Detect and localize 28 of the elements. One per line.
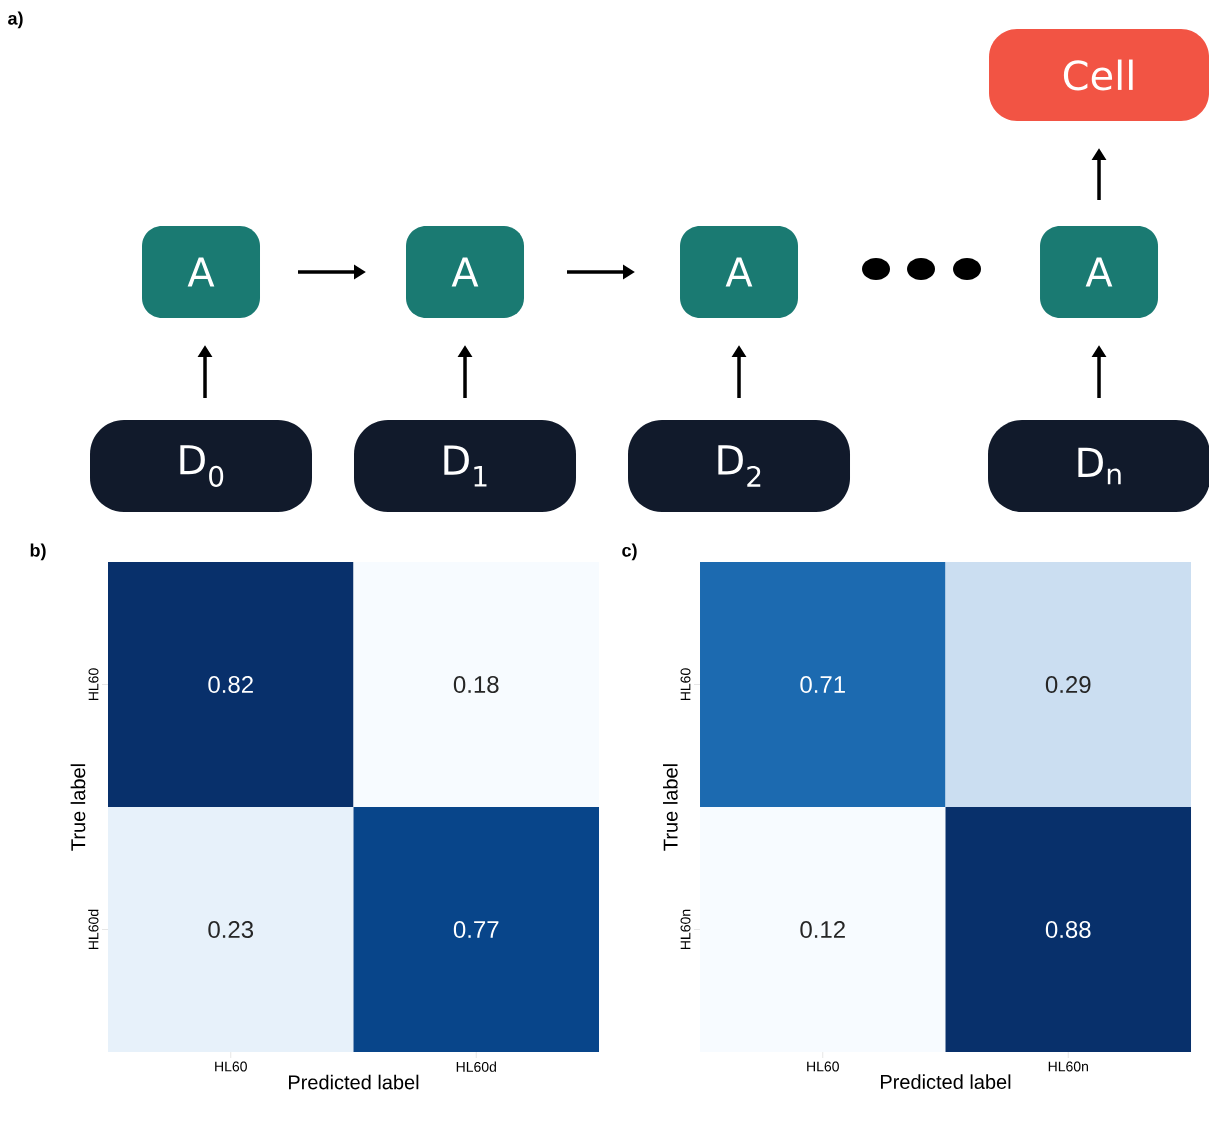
x-tick-label: HL60 [215,1061,247,1072]
data-label: 0.88 [1045,921,1091,939]
text: A [451,257,479,287]
text: A [1085,257,1113,287]
chart-title: b) [30,543,46,561]
x-axis-title: Predicted label [289,1074,419,1090]
text: A [725,257,753,287]
data-label: 0.18 [453,676,499,694]
text: A [187,257,215,287]
data-label: 0.82 [208,676,253,694]
x-tick-label: HL60d [456,1061,496,1072]
x-axis-title: Predicted label [881,1074,1011,1090]
data-label: 0.23 [208,921,254,939]
text: a) [8,11,23,29]
y-axis-title: True label [70,764,86,851]
x-tick-label: HL60 [807,1061,839,1072]
data-label: 0.71 [800,676,845,694]
text: D$_{2}$ [718,445,761,487]
y-axis-title: True label [663,764,678,851]
chart-title: c) [622,543,637,561]
text: D$_{0}$ [180,445,224,487]
data-label: 0.12 [800,921,845,939]
text: D$_{1}$ [444,445,487,487]
x-tick-label: HL60n [1048,1061,1088,1072]
data-label: 0.29 [1045,676,1091,694]
data-label: 0.77 [453,921,499,939]
text: Cell [1063,59,1133,91]
text: D$_{n}$ [1078,447,1121,485]
